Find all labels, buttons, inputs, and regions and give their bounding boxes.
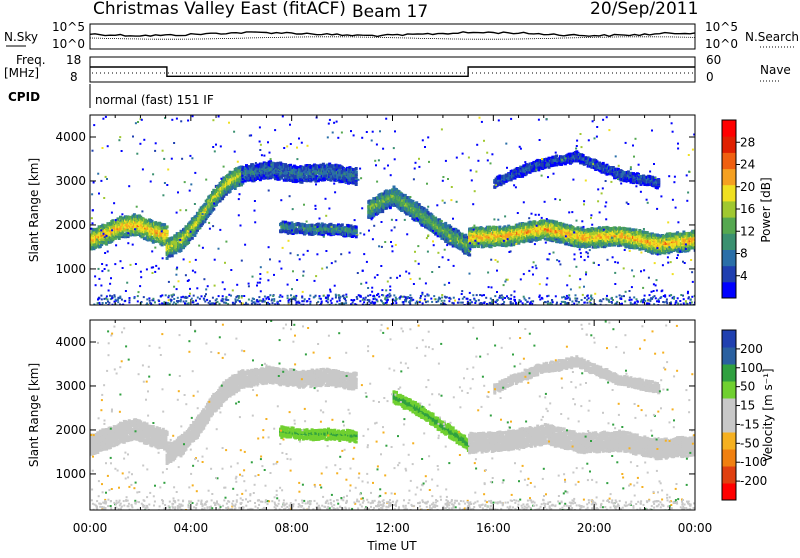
freq-tick-low: 8 bbox=[70, 70, 78, 84]
velocity-colorbar-tick-label: 200 bbox=[740, 342, 763, 356]
x-tick-label: 04:00 bbox=[174, 521, 209, 535]
nsearch-tick-high: 10^5 bbox=[705, 20, 738, 34]
nsearch-trace bbox=[90, 37, 695, 39]
power-colorbar: 4 8 12 16 20 24 28 Power [dB] bbox=[722, 120, 773, 299]
date-title: 20/Sep/2011 bbox=[590, 0, 698, 19]
x-tick-label: 00:00 bbox=[678, 521, 713, 535]
freq-tick-high: 18 bbox=[66, 53, 81, 67]
nave-tick-low: 0 bbox=[706, 70, 714, 84]
power-colorbar-tick-label: 28 bbox=[740, 135, 755, 149]
power-colorbar-tick-label: 24 bbox=[740, 158, 755, 172]
velocity-colorbar-tick-label: 100 bbox=[740, 361, 763, 375]
velocity-y-tick-label: 2000 bbox=[55, 423, 86, 437]
power-colorbar-tick-label: 16 bbox=[740, 202, 755, 216]
x-tick-label: 20:00 bbox=[577, 521, 612, 535]
nsky-label: N.Sky bbox=[4, 30, 38, 44]
freq-unit: [MHz] bbox=[4, 66, 39, 80]
velocity-y-tick-label: 1000 bbox=[55, 467, 86, 481]
velocity-colorbar-label: Velocity [m s⁻¹] bbox=[761, 368, 775, 461]
radar-title: Christmas Valley East (fitACF) bbox=[93, 0, 346, 19]
power-y-tick-label: 2000 bbox=[55, 218, 86, 232]
velocity-colorbar-tick-label: -15 bbox=[740, 417, 760, 431]
power-panel: 1000 2000 3000 4000 Slant Range [km] bbox=[27, 115, 698, 307]
nsky-panel: N.Sky 10^5 10^0 10^5 10^0 N.Search bbox=[4, 20, 799, 51]
power-y-tick-label: 4000 bbox=[55, 130, 86, 144]
velocity-y-tick-label: 4000 bbox=[55, 335, 86, 349]
power-colorbar-tick-label: 20 bbox=[740, 180, 755, 194]
cpid-panel: CPID normal (fast) 151 IF bbox=[8, 84, 214, 108]
beam-title: Beam 17 bbox=[352, 2, 428, 22]
velocity-y-tick-label: 3000 bbox=[55, 379, 86, 393]
power-colorbar-tick-label: 4 bbox=[740, 269, 748, 283]
power-colorbar-label: Power [dB] bbox=[759, 177, 773, 242]
velocity-colorbar-tick-label: 50 bbox=[740, 380, 755, 394]
nsearch-label: N.Search bbox=[745, 30, 799, 44]
power-colorbar-tick-label: 8 bbox=[740, 247, 748, 261]
x-tick-label: 16:00 bbox=[476, 521, 511, 535]
velocity-colorbar-tick-label: -200 bbox=[740, 474, 767, 488]
velocity-panel: 1000 2000 3000 4000 00:00 04:00 08:00 12:00 16:… bbox=[27, 320, 712, 553]
velocity-colorbar-tick-label: 15 bbox=[740, 399, 755, 413]
cpid-program: normal (fast) 151 IF bbox=[95, 93, 214, 107]
nave-tick-high: 60 bbox=[706, 53, 721, 67]
power-y-tick-label: 3000 bbox=[55, 174, 86, 188]
freq-panel: Freq. [MHz] 18 8 60 0 Nave bbox=[4, 53, 791, 84]
nsky-trace bbox=[90, 32, 695, 37]
velocity-colorbar-tick-label: -50 bbox=[740, 436, 760, 450]
nsky-tick-high: 10^5 bbox=[52, 20, 85, 34]
x-tick-label: 12:00 bbox=[375, 521, 410, 535]
power-colorbar-tick-label: 12 bbox=[740, 224, 755, 238]
nsearch-tick-low: 10^0 bbox=[705, 37, 738, 51]
nave-label: Nave bbox=[760, 63, 791, 77]
nsky-tick-low: 10^0 bbox=[52, 37, 85, 51]
cpid-label: CPID bbox=[8, 90, 40, 104]
x-tick-label: 00:00 bbox=[73, 521, 108, 535]
power-y-tick-label: 1000 bbox=[55, 262, 86, 276]
power-ylabel: Slant Range [km] bbox=[27, 158, 41, 262]
xlabel: Time UT bbox=[366, 539, 417, 553]
freq-label: Freq. bbox=[16, 53, 46, 67]
freq-trace bbox=[90, 67, 695, 76]
x-tick-label: 08:00 bbox=[274, 521, 309, 535]
velocity-ylabel: Slant Range [km] bbox=[27, 363, 41, 467]
